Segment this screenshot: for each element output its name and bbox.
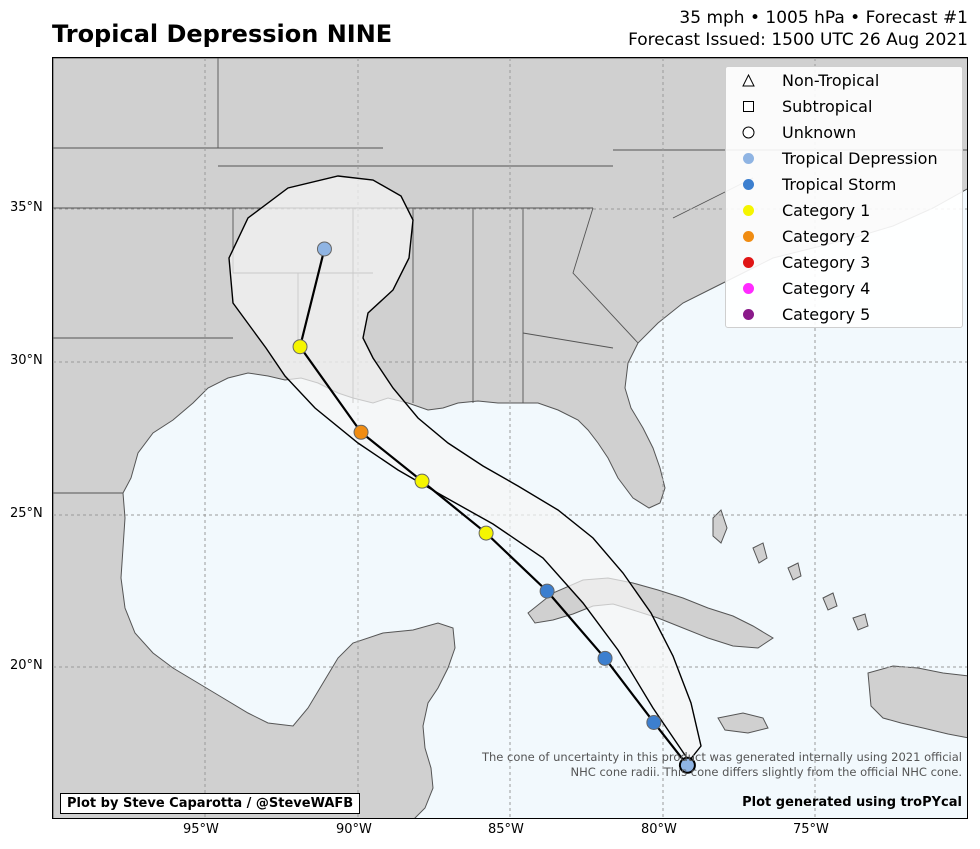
forecast-point[interactable]: [646, 714, 662, 730]
legend-item-category-5: Category 5: [726, 305, 962, 325]
legend-label: Subtropical: [782, 97, 873, 116]
lat-tick-25n: 25°N: [10, 506, 43, 521]
forecast-issued: Forecast Issued: 1500 UTC 26 Aug 2021: [628, 30, 968, 50]
circle-icon: [743, 231, 754, 242]
lat-tick-20n: 20°N: [10, 658, 43, 673]
legend-label: Non-Tropical: [782, 71, 880, 90]
jamaica: [717, 712, 769, 734]
bahamas: [712, 509, 869, 631]
lat-tick-35n: 35°N: [10, 200, 43, 215]
forecast-point[interactable]: [478, 525, 494, 541]
generator-credit: Plot generated using troPYcal: [742, 795, 962, 810]
forecast-point[interactable]: [539, 583, 555, 599]
legend-item-category-1: Category 1: [726, 201, 962, 221]
legend-label: Tropical Depression: [782, 149, 938, 168]
intensity-summary: 35 mph • 1005 hPa • Forecast #1: [679, 8, 968, 28]
disclaimer-line-2: NHC cone radii. This cone differs slight…: [570, 765, 962, 779]
legend-item-non-tropical: Non-Tropical: [726, 71, 962, 91]
cone-disclaimer: The cone of uncertainty in this product …: [482, 750, 962, 780]
lon-tick-95w: 95°W: [183, 822, 219, 837]
circle-icon: [743, 179, 754, 190]
forecast-point[interactable]: [292, 339, 308, 355]
triangle-icon: [742, 74, 755, 87]
legend-label: Tropical Storm: [782, 175, 897, 194]
lon-tick-85w: 85°W: [488, 822, 524, 837]
lon-tick-80w: 80°W: [641, 822, 677, 837]
forecast-point[interactable]: [414, 473, 430, 489]
legend-label: Category 1: [782, 201, 871, 220]
track-points: [292, 241, 696, 774]
author-credit: Plot by Steve Caparotta / @SteveWAFB: [60, 793, 361, 814]
circle-icon: [743, 309, 754, 320]
legend-item-tropical-storm: Tropical Storm: [726, 175, 962, 195]
mexico-landmass: [53, 492, 456, 818]
legend-label: Category 3: [782, 253, 871, 272]
forecast-point[interactable]: [316, 241, 332, 257]
legend: Non-Tropical Subtropical Unknown Tropica…: [725, 66, 963, 328]
legend-label: Category 5: [782, 305, 871, 324]
square-icon: [743, 101, 754, 112]
circle-icon: [743, 283, 754, 294]
legend-label: Category 2: [782, 227, 871, 246]
legend-item-unknown: Unknown: [726, 123, 962, 143]
legend-item-category-4: Category 4: [726, 279, 962, 299]
legend-item-tropical-depression: Tropical Depression: [726, 149, 962, 169]
lat-tick-30n: 30°N: [10, 353, 43, 368]
lon-tick-75w: 75°W: [793, 822, 829, 837]
legend-item-subtropical: Subtropical: [726, 97, 962, 117]
circle-icon: [743, 257, 754, 268]
disclaimer-line-1: The cone of uncertainty in this product …: [481, 750, 962, 764]
legend-label: Category 4: [782, 279, 871, 298]
hispaniola: [867, 665, 967, 739]
legend-label: Unknown: [782, 123, 857, 142]
legend-item-category-3: Category 3: [726, 253, 962, 273]
forecast-point[interactable]: [353, 424, 369, 440]
lon-tick-90w: 90°W: [336, 822, 372, 837]
circle-icon: [742, 126, 755, 139]
circle-icon: [743, 205, 754, 216]
circle-icon: [743, 153, 754, 164]
legend-item-category-2: Category 2: [726, 227, 962, 247]
forecast-point[interactable]: [597, 650, 613, 666]
map-title: Tropical Depression NINE: [52, 20, 393, 48]
forecast-point[interactable]: [678, 756, 696, 774]
